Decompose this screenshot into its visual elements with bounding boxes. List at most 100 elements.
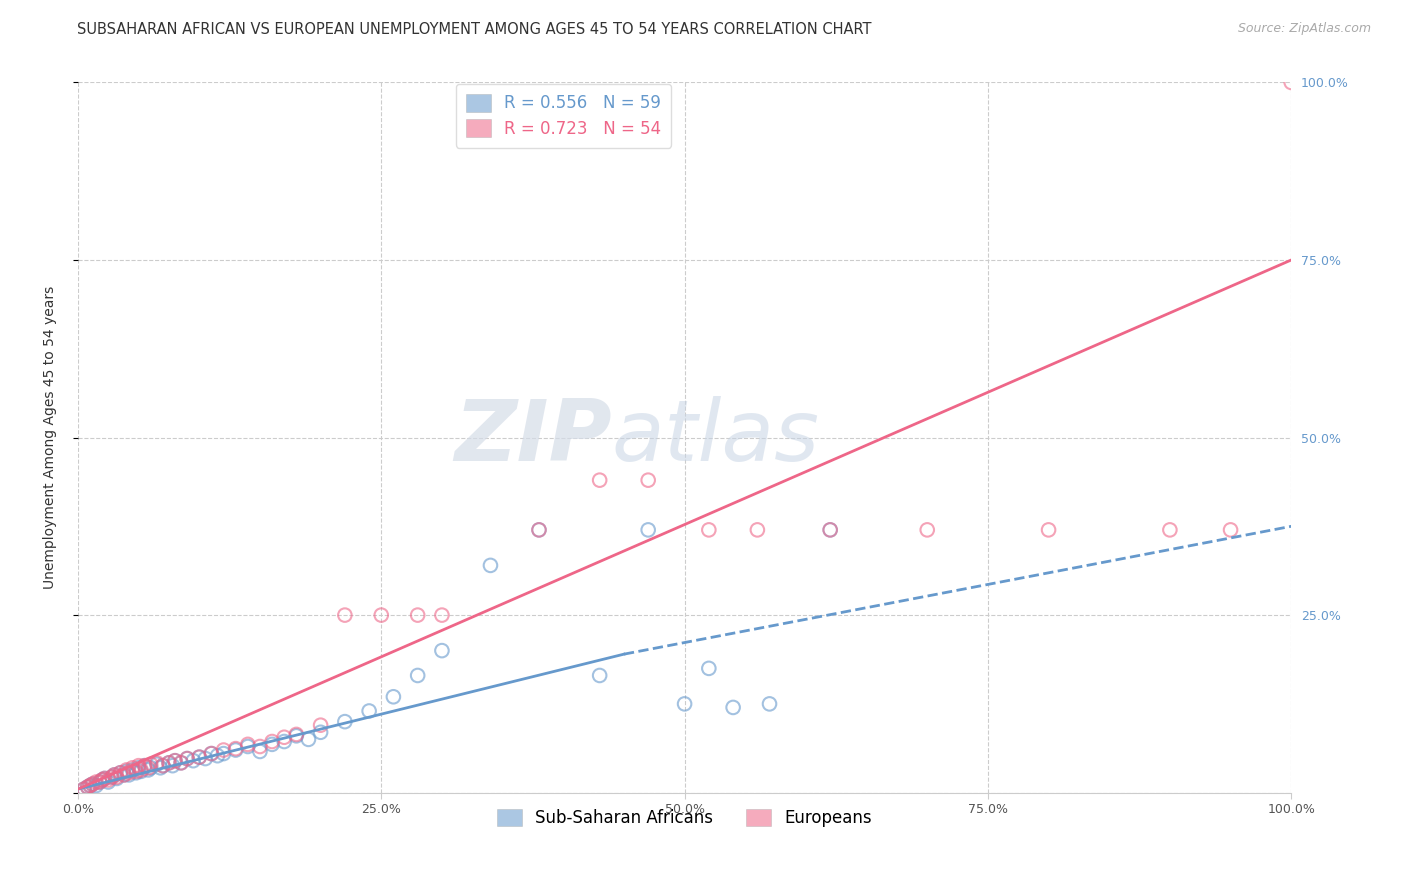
Point <box>139 761 162 775</box>
Text: atlas: atlas <box>612 396 820 479</box>
Point <box>157 756 180 770</box>
Point <box>212 743 235 757</box>
Point <box>297 732 319 747</box>
Point <box>194 751 217 765</box>
Point <box>176 751 198 765</box>
Point <box>101 770 124 784</box>
Point <box>333 608 356 623</box>
Point <box>91 772 114 787</box>
Point <box>200 747 222 761</box>
Point <box>370 608 392 623</box>
Point <box>134 758 156 772</box>
Point <box>236 739 259 754</box>
Point <box>589 668 612 682</box>
Point <box>236 737 259 751</box>
Point <box>309 718 332 732</box>
Point <box>207 748 229 763</box>
Point <box>97 775 120 789</box>
Point <box>115 764 138 779</box>
Point <box>82 777 104 791</box>
Point <box>152 758 174 772</box>
Point <box>93 772 115 786</box>
Point <box>76 780 98 794</box>
Point <box>136 763 159 777</box>
Point <box>162 758 184 772</box>
Point <box>146 756 169 770</box>
Point <box>273 731 295 745</box>
Point <box>818 523 841 537</box>
Point <box>188 750 211 764</box>
Point <box>1159 523 1181 537</box>
Point <box>721 700 744 714</box>
Point <box>73 782 96 797</box>
Point <box>406 608 429 623</box>
Point <box>76 780 98 794</box>
Point <box>125 764 148 779</box>
Point <box>1219 523 1241 537</box>
Point <box>697 523 720 537</box>
Point <box>121 761 143 775</box>
Point <box>382 690 405 704</box>
Point <box>915 523 938 537</box>
Point <box>84 775 107 789</box>
Point <box>273 734 295 748</box>
Point <box>105 770 128 784</box>
Point <box>309 725 332 739</box>
Point <box>430 643 453 657</box>
Point <box>1279 75 1302 89</box>
Text: Source: ZipAtlas.com: Source: ZipAtlas.com <box>1237 22 1371 36</box>
Point <box>129 764 152 779</box>
Point <box>212 747 235 761</box>
Point <box>747 523 769 537</box>
Y-axis label: Unemployment Among Ages 45 to 54 years: Unemployment Among Ages 45 to 54 years <box>44 286 58 590</box>
Text: SUBSAHARAN AFRICAN VS EUROPEAN UNEMPLOYMENT AMONG AGES 45 TO 54 YEARS CORRELATIO: SUBSAHARAN AFRICAN VS EUROPEAN UNEMPLOYM… <box>77 22 872 37</box>
Point <box>225 741 247 756</box>
Point <box>697 661 720 675</box>
Point <box>125 765 148 780</box>
Point <box>1038 523 1060 537</box>
Point <box>527 523 550 537</box>
Point <box>89 775 111 789</box>
Point <box>262 734 284 748</box>
Point <box>79 779 101 793</box>
Legend: Sub-Saharan Africans, Europeans: Sub-Saharan Africans, Europeans <box>491 803 879 834</box>
Point <box>200 747 222 761</box>
Point <box>79 779 101 793</box>
Point <box>163 754 186 768</box>
Point <box>249 739 271 754</box>
Point <box>157 756 180 770</box>
Point <box>152 758 174 772</box>
Point <box>134 758 156 772</box>
Point <box>673 697 696 711</box>
Point <box>129 763 152 777</box>
Point <box>181 754 204 768</box>
Point <box>73 782 96 797</box>
Point <box>115 763 138 777</box>
Point <box>818 523 841 537</box>
Point <box>637 523 659 537</box>
Point <box>93 772 115 786</box>
Point <box>112 768 135 782</box>
Point <box>84 779 107 793</box>
Point <box>285 727 308 741</box>
Point <box>118 765 141 780</box>
Point <box>103 768 125 782</box>
Point <box>285 729 308 743</box>
Point <box>91 772 114 787</box>
Point <box>97 772 120 787</box>
Point <box>89 775 111 789</box>
Point <box>128 761 150 775</box>
Point <box>589 473 612 487</box>
Point <box>163 754 186 768</box>
Point <box>105 772 128 786</box>
Point <box>359 704 381 718</box>
Point <box>170 756 193 770</box>
Point <box>139 757 162 772</box>
Point <box>146 757 169 772</box>
Point <box>112 768 135 782</box>
Point <box>149 761 172 775</box>
Point <box>262 737 284 751</box>
Point <box>103 768 125 782</box>
Point <box>758 697 780 711</box>
Point <box>118 768 141 782</box>
